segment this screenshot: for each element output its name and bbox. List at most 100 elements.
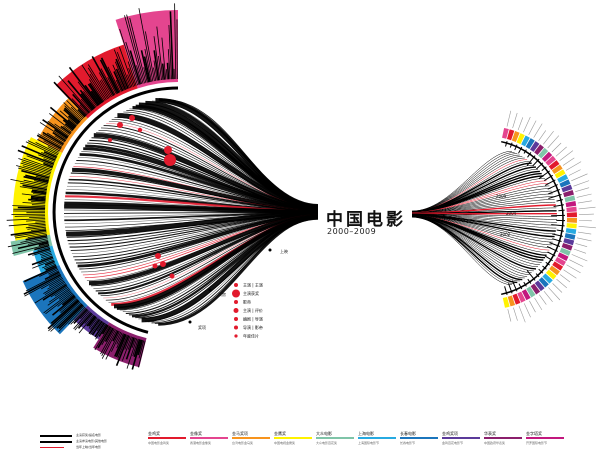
- award-bar: [30, 195, 46, 199]
- award-bar: [10, 179, 48, 187]
- award-bar: [67, 119, 77, 128]
- award-bar: [89, 73, 107, 101]
- award-bar: [54, 123, 71, 136]
- award-bar: [12, 205, 46, 208]
- color-cell: [549, 265, 560, 276]
- award-bar: [98, 323, 108, 338]
- label-dot: [268, 248, 272, 252]
- film-line: [411, 152, 515, 212]
- award-bar: [10, 229, 47, 236]
- red-dot: [152, 263, 158, 269]
- award-bar: [90, 318, 99, 330]
- award-bar: [166, 69, 168, 80]
- award-bar: [53, 81, 87, 117]
- legend-desc: 台湾电影金马奖: [232, 440, 254, 445]
- color-cell: [557, 174, 569, 183]
- award-bar: [43, 140, 61, 151]
- color-cell: [538, 147, 549, 159]
- award-bar: [43, 151, 58, 159]
- award-bar: [59, 297, 77, 312]
- award-bar: [48, 287, 70, 303]
- color-cell: [566, 212, 577, 218]
- award-bar: [52, 131, 67, 142]
- award-bar: [88, 79, 105, 102]
- color-cell: [545, 269, 557, 280]
- award-bar: [50, 285, 68, 298]
- award-bar: [127, 61, 137, 86]
- left-color-ring: [6, 3, 179, 370]
- label-tick: [518, 305, 526, 323]
- award-bar: [116, 332, 123, 345]
- label-tick: [576, 193, 592, 198]
- award-bar: [23, 175, 49, 184]
- legend-label: 华表奖: [484, 431, 496, 436]
- award-bar: [53, 129, 68, 139]
- award-bar: [27, 247, 51, 256]
- award-bar: [44, 271, 60, 281]
- label-tick: [565, 161, 582, 171]
- award-bar: [11, 213, 46, 215]
- award-bar: [48, 278, 64, 287]
- award-bar: [41, 276, 63, 290]
- award-bar: [100, 79, 112, 98]
- film-line: [411, 154, 520, 212]
- label-tick: [512, 112, 518, 129]
- award-bar: [558, 209, 565, 212]
- award-bar: [25, 141, 58, 157]
- award-bar: [80, 309, 89, 320]
- award-bar: [133, 339, 141, 358]
- legend-swatch: [232, 437, 270, 439]
- award-bar: [124, 335, 131, 350]
- award-bar: [143, 56, 151, 83]
- award-bar: [42, 134, 63, 147]
- color-cell: [526, 286, 536, 298]
- award-bar: [115, 68, 127, 91]
- award-bar: [34, 244, 50, 251]
- red-legend-text: 导演 | 影帝: [243, 324, 263, 330]
- right-inner-ring: [501, 140, 564, 296]
- award-bar: [64, 107, 81, 123]
- award-bar: [43, 158, 55, 164]
- label-tick: [566, 264, 581, 274]
- award-bar: [42, 131, 64, 146]
- legend-desc: 开罗国际电影节: [526, 440, 548, 445]
- award-bar: [64, 123, 74, 131]
- label-tick: [578, 213, 594, 215]
- film-line: [411, 162, 532, 213]
- award-bar: [78, 314, 95, 334]
- legend-label: 长春电影: [400, 431, 416, 436]
- left-label: 上映: [280, 248, 288, 254]
- ring-gap: [49, 83, 179, 337]
- award-bar: [125, 41, 140, 86]
- award-bar: [505, 140, 508, 147]
- key-row: 主演参演电影/其他电影: [40, 439, 140, 444]
- award-bar: [67, 115, 79, 125]
- label-tick: [534, 297, 543, 311]
- award-bar: [34, 180, 49, 185]
- award-bar: [81, 64, 106, 101]
- award-bar: [60, 298, 78, 314]
- color-cell: [534, 280, 545, 292]
- award-bar: [127, 74, 133, 88]
- award-bar: [131, 339, 142, 370]
- award-bar: [116, 51, 132, 88]
- award-bar: [72, 93, 90, 114]
- legend-item: 大众电影 大众电影百花奖: [316, 431, 378, 445]
- award-bar: [17, 206, 46, 210]
- award-bar: [22, 165, 51, 175]
- label-tick: [543, 131, 554, 145]
- label-tick: [578, 206, 596, 210]
- award-bar: [96, 321, 104, 332]
- label-tick: [538, 130, 547, 141]
- color-cell: [566, 223, 577, 229]
- award-bar: [12, 243, 50, 254]
- award-bar: [98, 72, 113, 97]
- award-bar: [31, 256, 54, 266]
- left-label: 奖项: [198, 324, 206, 330]
- award-bar: [43, 291, 72, 314]
- award-bar: [127, 336, 134, 350]
- left-red-highlights: [108, 115, 176, 279]
- award-bar: [161, 37, 167, 80]
- label-tick: [507, 309, 512, 322]
- award-bar: [80, 93, 95, 110]
